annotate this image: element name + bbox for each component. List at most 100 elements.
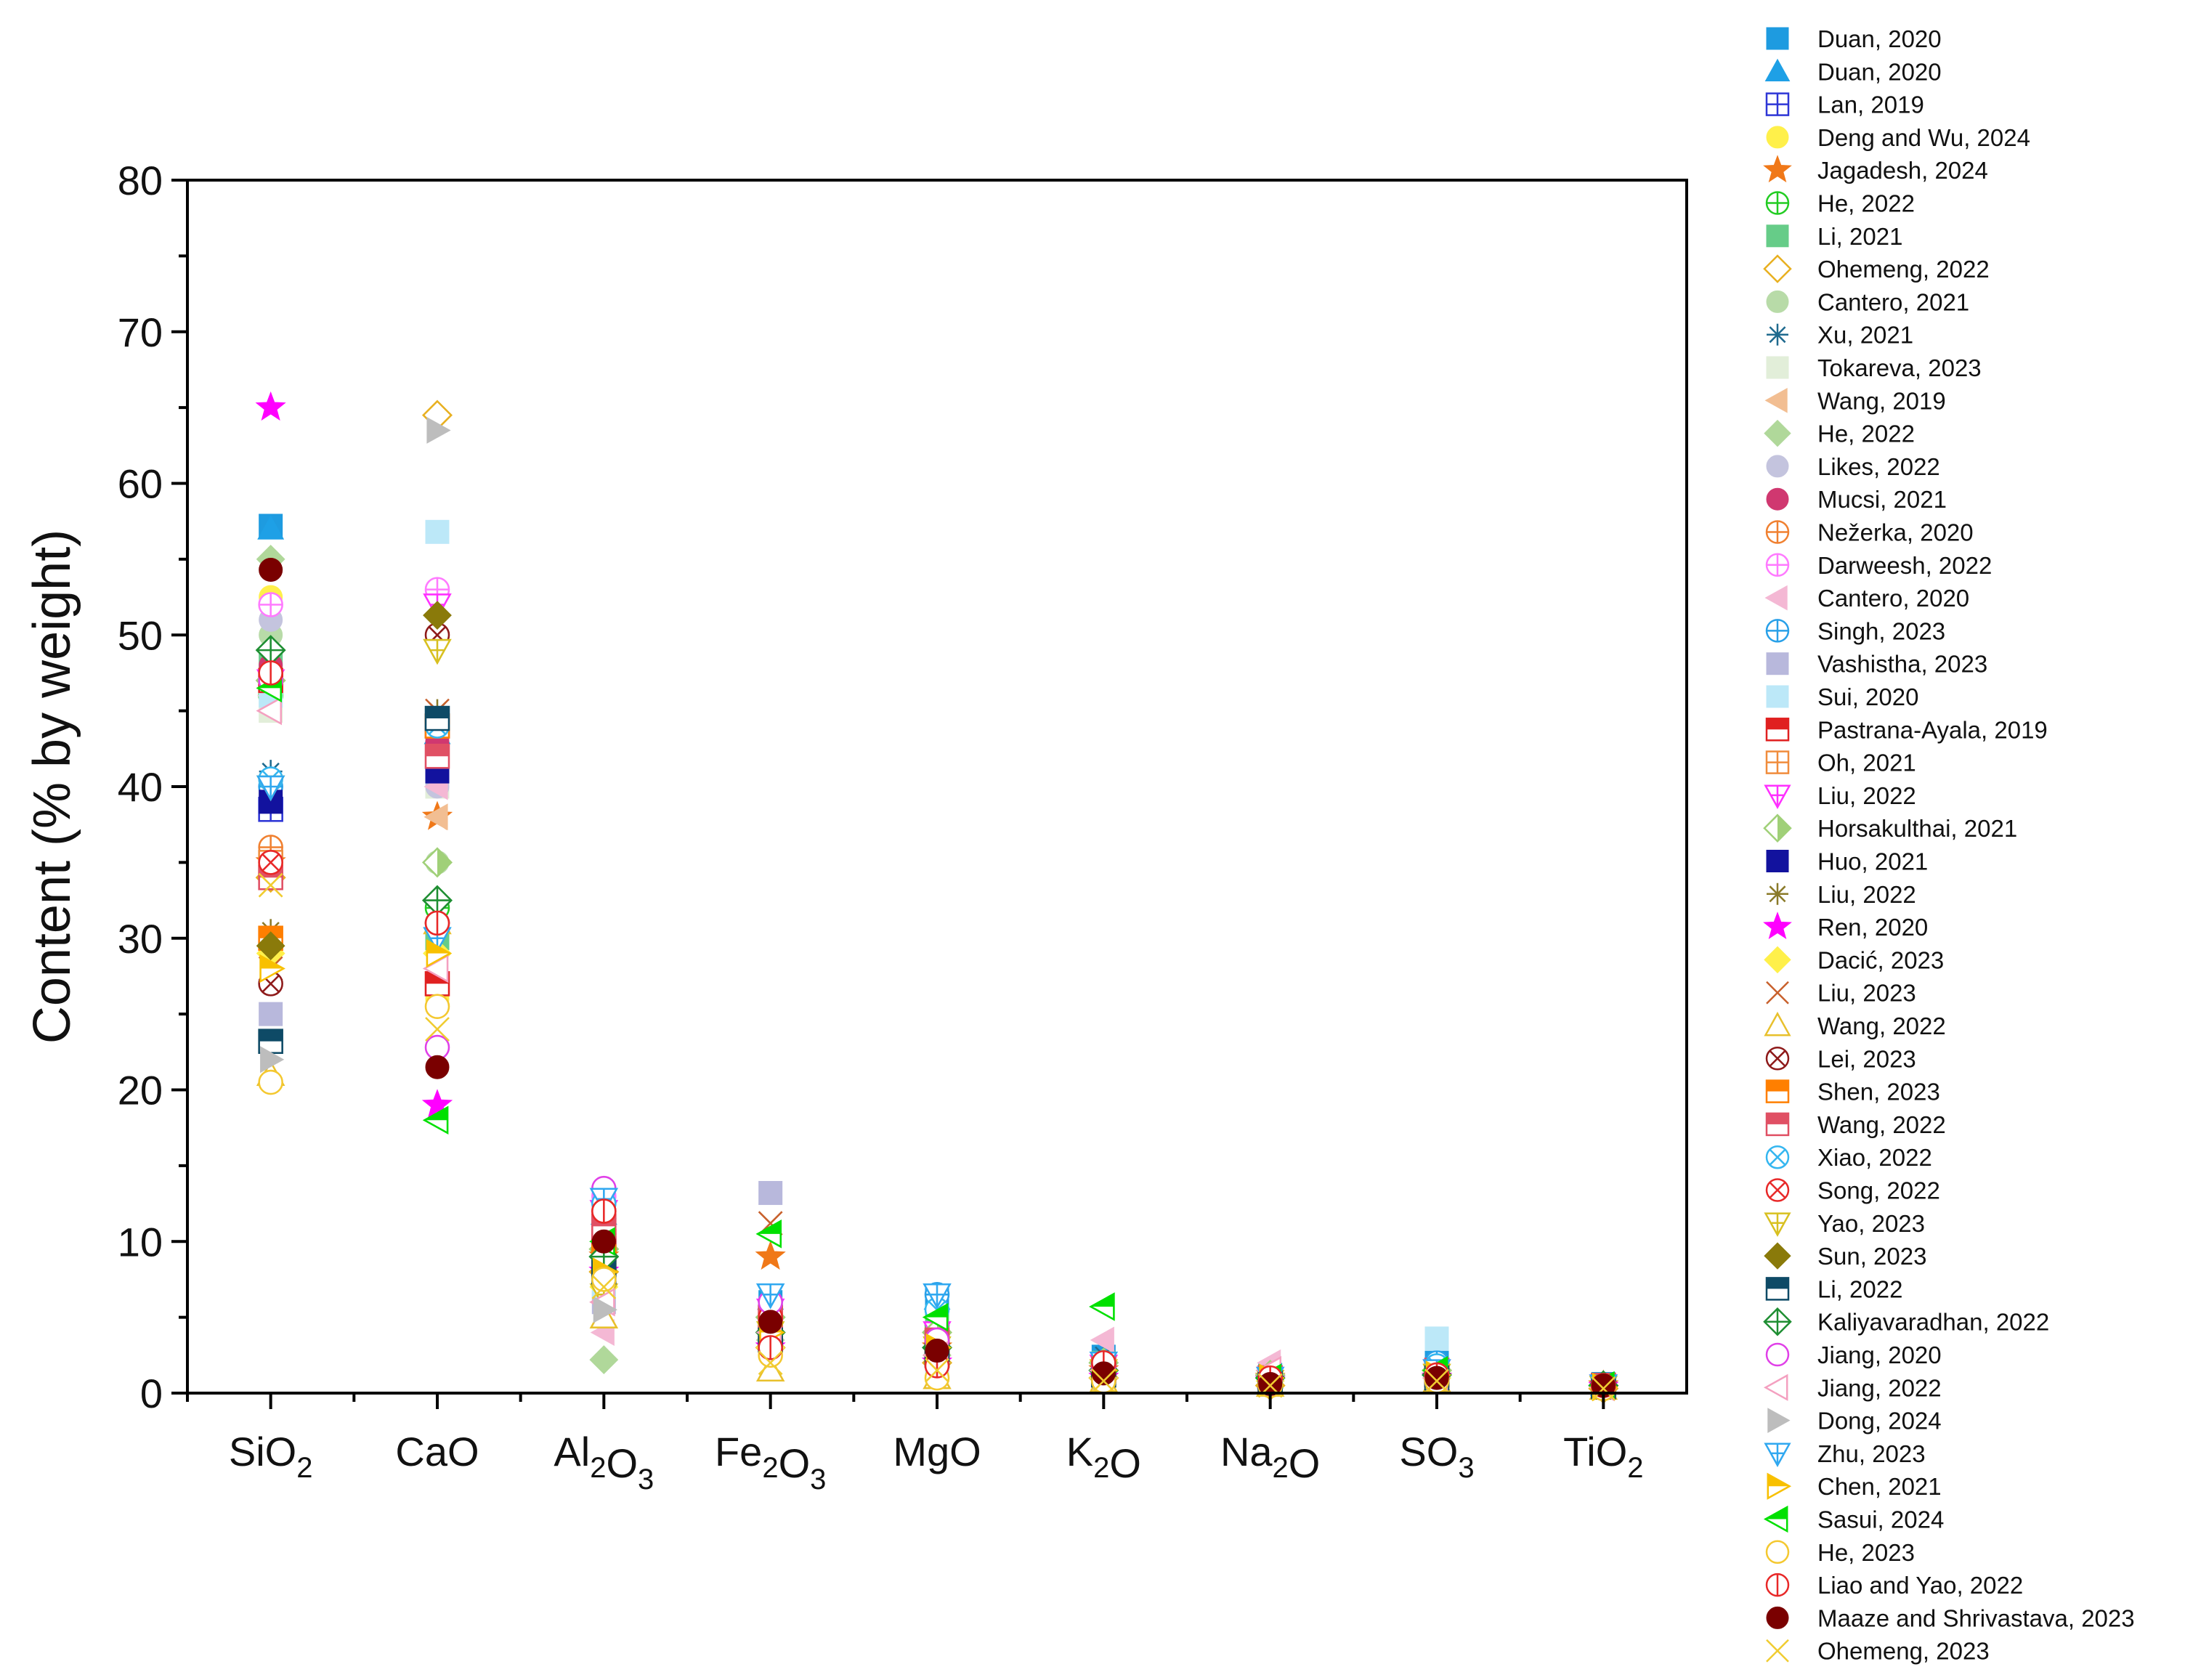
y-axis-label: Content (% by weight) (23, 529, 81, 1044)
data-point (1424, 1326, 1449, 1351)
y-tick-label: 0 (140, 1371, 163, 1416)
legend-marker (1765, 553, 1790, 577)
legend-marker (1764, 946, 1791, 974)
legend-marker (1766, 1639, 1789, 1663)
legend-item: Sasui, 2024 (1763, 1505, 1944, 1533)
legend-marker (1765, 718, 1790, 742)
legend-item: Duan, 2020 (1766, 25, 1942, 52)
legend-label: Cantero, 2021 (1817, 288, 1969, 315)
legend-item: Shen, 2023 (1765, 1079, 1940, 1105)
y-tick-label: 40 (118, 764, 163, 810)
data-point (426, 416, 451, 444)
data-point (1089, 1292, 1115, 1321)
legend-label: Oh, 2021 (1817, 750, 1916, 776)
x-tick-label: MgO (893, 1429, 981, 1474)
legend-marker (1765, 1277, 1790, 1301)
legend-item: Jiang, 2020 (1765, 1342, 1942, 1368)
x-tick-label: K2O (1066, 1429, 1141, 1486)
legend-label: Duan, 2020 (1817, 25, 1942, 52)
data-point (1091, 1368, 1116, 1394)
legend-marker (1767, 1408, 1791, 1433)
data-point (755, 1220, 782, 1249)
data-point (259, 1002, 283, 1026)
legend-label: Xu, 2021 (1817, 322, 1913, 349)
legend-item: Dong, 2024 (1767, 1408, 1942, 1435)
legend-marker (1765, 520, 1790, 544)
legend-item: Chen, 2021 (1767, 1472, 1942, 1500)
legend-label: Cantero, 2020 (1817, 585, 1969, 612)
legend-marker (1763, 1505, 1788, 1533)
data-point (424, 705, 450, 731)
legend-label: He, 2023 (1817, 1539, 1915, 1566)
legend-marker (1765, 750, 1790, 774)
legend-label: Maaze and Shrivastava, 2023 (1817, 1604, 2135, 1631)
legend-label: Darweesh, 2022 (1817, 552, 1992, 579)
legend-item: Xiao, 2022 (1765, 1144, 1932, 1171)
data-point (421, 847, 453, 878)
data-point (758, 1310, 783, 1334)
legend-marker (1764, 1442, 1791, 1467)
legend-marker (1764, 1242, 1791, 1270)
legend-label: Mucsi, 2021 (1817, 486, 1947, 513)
legend-item: Sun, 2023 (1764, 1242, 1926, 1270)
legend-item: Nežerka, 2020 (1765, 519, 1974, 546)
legend-item: Liu, 2022 (1764, 782, 1916, 809)
y-tick-label: 50 (118, 612, 163, 658)
legend-item: Jagadesh, 2024 (1763, 155, 1988, 184)
data-point (1424, 1368, 1449, 1394)
data-point (925, 1339, 949, 1363)
legend-item: Ohemeng, 2023 (1766, 1638, 1990, 1665)
legend-marker (1765, 1079, 1790, 1103)
data-point (422, 1105, 449, 1135)
data-point (593, 1296, 617, 1323)
data-point (423, 638, 452, 665)
legend-marker (1766, 126, 1789, 149)
legend-item: Li, 2021 (1766, 223, 1902, 250)
legend-label: Tokareva, 2023 (1817, 354, 1982, 381)
data-point (591, 1229, 616, 1254)
legend-marker (1765, 92, 1790, 116)
legend-item: Tokareva, 2023 (1766, 354, 1982, 381)
legend-item: Ren, 2020 (1763, 912, 1928, 941)
legend-label: Chen, 2021 (1817, 1473, 1942, 1500)
legend-item: Cantero, 2021 (1766, 288, 1969, 315)
legend-label: Huo, 2021 (1817, 848, 1928, 875)
axes: 0 10 20 30 40 50 60 70 80 SiO2 CaO Al2O3 Fe2O3 MgO K2O… (118, 158, 1644, 1496)
legend-marker (1765, 1112, 1790, 1137)
data-point (426, 938, 453, 968)
legend-marker (1765, 619, 1790, 643)
legend-label: Likes, 2022 (1817, 453, 1940, 480)
legend-item: Song, 2022 (1765, 1177, 1940, 1204)
y-tick-label: 20 (118, 1068, 163, 1113)
legend-label: Wang, 2022 (1817, 1013, 1946, 1039)
data-point (758, 1180, 783, 1205)
legend-item: Horsakulthai, 2021 (1763, 813, 2017, 843)
y-tick-label: 30 (118, 916, 163, 962)
data-point (260, 1046, 285, 1074)
data-point (256, 931, 285, 961)
legend-label: Xiao, 2022 (1817, 1144, 1932, 1171)
legend-marker (1765, 1342, 1790, 1367)
legend-marker (1764, 585, 1788, 611)
legend-marker (1763, 254, 1792, 283)
legend-item: He, 2022 (1764, 419, 1915, 447)
legend-item: Sui, 2020 (1766, 683, 1918, 710)
legend-item: Dacić, 2023 (1764, 946, 1944, 973)
legend-label: Liu, 2022 (1817, 881, 1916, 908)
legend-label: Liu, 2022 (1817, 782, 1916, 809)
legend-label: Lei, 2023 (1817, 1045, 1916, 1072)
data-point (424, 910, 450, 936)
data-point (755, 1283, 785, 1310)
x-tick-label: CaO (395, 1429, 479, 1474)
data-point (922, 1302, 949, 1332)
legend-marker (1766, 290, 1789, 313)
legend-marker (1766, 685, 1789, 708)
data-point (758, 1350, 783, 1376)
y-tick-label: 80 (118, 158, 163, 203)
data-point (591, 1267, 617, 1292)
legend-item: Lan, 2019 (1765, 92, 1924, 118)
legend-item: Kaliyavaradhan, 2022 (1763, 1307, 2049, 1336)
legend-label: Sun, 2023 (1817, 1243, 1926, 1270)
data-point (423, 803, 448, 831)
legend-label: Pastrana-Ayala, 2019 (1817, 716, 2048, 743)
